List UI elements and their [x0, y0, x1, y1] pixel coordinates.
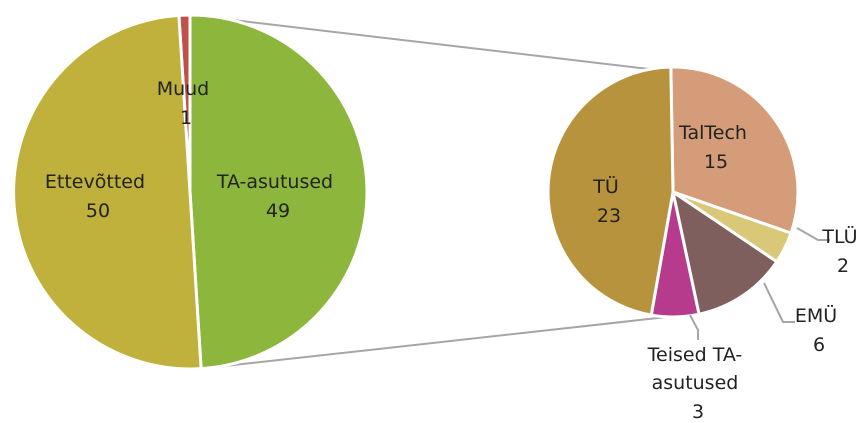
sec-label-tu: TÜ 23 — [592, 175, 625, 227]
sec-label-tu-value: 23 — [597, 205, 621, 227]
sec-label-tu-name: TÜ — [592, 175, 619, 198]
sec-slice-t — [546, 65, 675, 317]
main-label-ettevotted: Ettevõtted 50 — [45, 171, 151, 222]
sec-label-emu: EMÜ 6 — [795, 304, 843, 356]
connector-lines — [189, 14, 668, 370]
main-pie — [12, 13, 369, 371]
sec-label-taltech: TalTech 15 — [678, 122, 753, 173]
connector-bottom — [200, 316, 668, 370]
sec-label-teised-value: 3 — [692, 401, 704, 423]
sec-label-taltech-name: TalTech — [678, 122, 747, 144]
sec-slice-em — [670, 188, 779, 317]
main-slice-ta-asutused — [188, 13, 369, 371]
leader-emu — [763, 282, 795, 323]
main-label-ta-asutused: TA-asutused 49 — [216, 171, 339, 222]
sec-label-emu-name: EMÜ — [795, 304, 837, 327]
sec-label-emu-value: 6 — [813, 334, 825, 356]
sec-label-teised-line1: Teised TA- — [647, 344, 743, 366]
sec-label-tlu-name: TLÜ — [821, 225, 857, 248]
main-label-ta-asutused-value: 49 — [266, 200, 290, 222]
sec-label-tlu: TLÜ 2 — [821, 225, 863, 277]
sec-label-teised-line2: asutused — [652, 372, 739, 394]
main-slice-ettev-tted — [12, 13, 203, 371]
sec-label-tlu-value: 2 — [837, 255, 849, 277]
main-label-ettevotted-name: Ettevõtted — [45, 171, 145, 193]
main-label-muud-name: Muud — [157, 78, 210, 100]
leader-teised — [689, 314, 699, 340]
main-label-muud-value: 1 — [180, 107, 192, 129]
main-label-ta-asutused-name: TA-asutused — [216, 171, 333, 193]
sec-slice-taltech — [669, 65, 800, 236]
main-label-muud: Muud 1 — [157, 78, 216, 129]
sec-label-taltech-value: 15 — [704, 151, 728, 173]
leader-tlu — [796, 227, 830, 241]
connector-top — [189, 14, 650, 70]
secondary-pie — [546, 65, 800, 319]
main-label-ettevotted-value: 50 — [86, 200, 110, 222]
leader-lines — [689, 227, 830, 340]
sec-label-teised: Teised TA- asutused 3 — [647, 344, 749, 423]
